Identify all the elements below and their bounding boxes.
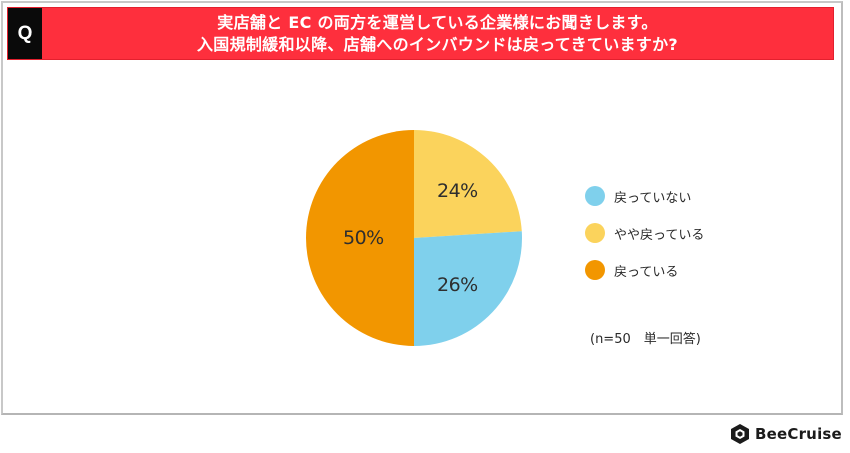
legend-item-somewhat-returned: やや戻っている <box>585 223 704 243</box>
pie-slice-1 <box>414 231 522 346</box>
legend-swatch-icon <box>585 223 605 243</box>
legend-swatch-icon <box>585 260 605 280</box>
slice-label-returned: 50% <box>343 227 384 249</box>
hexagon-logo-icon <box>731 424 749 444</box>
legend-item-not-returned: 戻っていない <box>585 186 704 206</box>
pie-slice-0 <box>414 130 522 238</box>
brand-logo: BeeCruise <box>730 423 842 445</box>
sample-note: (n=50 単一回答) <box>590 332 701 347</box>
slice-label-not-returned: 26% <box>437 274 478 296</box>
legend-label: 戻っている <box>614 264 679 280</box>
pie-chart <box>306 130 522 346</box>
legend-item-returned: 戻っている <box>585 260 704 280</box>
legend-label: やや戻っている <box>614 227 705 243</box>
question-title-line-1: 実店舗と EC の両方を運営している企業様にお聞きします。 <box>217 12 658 32</box>
question-header: Q 実店舗と EC の両方を運営している企業様にお聞きします。 入国規制緩和以降… <box>7 7 834 60</box>
slice-label-yaya: 24% <box>437 180 478 202</box>
legend-label: 戻っていない <box>614 190 692 206</box>
legend-swatch-icon <box>585 186 605 206</box>
question-title-line-2: 入国規制緩和以降、店舗へのインバウンドは戻ってきていますか? <box>196 34 678 54</box>
question-title: 実店舗と EC の両方を運営している企業様にお聞きします。 入国規制緩和以降、店… <box>42 8 833 59</box>
pie-svg <box>306 130 522 346</box>
legend: 戻っていない やや戻っている 戻っている <box>585 186 704 297</box>
brand-name: BeeCruise <box>755 425 842 443</box>
q-badge: Q <box>8 8 42 59</box>
pie-slice-2 <box>306 130 414 346</box>
